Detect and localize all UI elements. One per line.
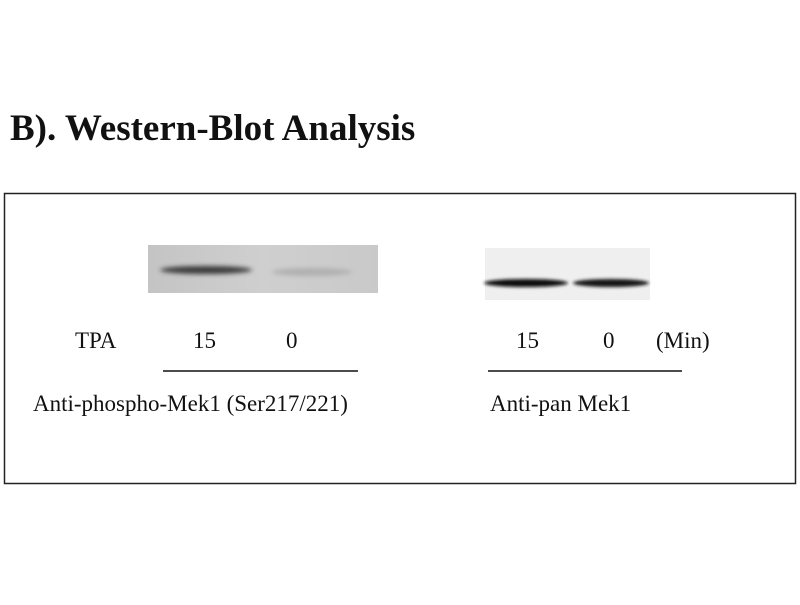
unit-label: (Min) (656, 328, 710, 353)
antibody-label: Anti-pan Mek1 (490, 391, 631, 416)
lane-label: 15 (516, 328, 539, 353)
blot-image (148, 245, 378, 293)
lane-label: 0 (603, 328, 615, 353)
lane-label: 0 (286, 328, 298, 353)
lane-label: 15 (193, 328, 216, 353)
figure-frame (3, 192, 797, 485)
row-label: TPA (75, 328, 117, 353)
antibody-label: Anti-phospho-Mek1 (Ser217/221) (33, 391, 348, 416)
blot-image (484, 248, 650, 300)
figure-title: B). Western-Blot Analysis (10, 108, 415, 149)
